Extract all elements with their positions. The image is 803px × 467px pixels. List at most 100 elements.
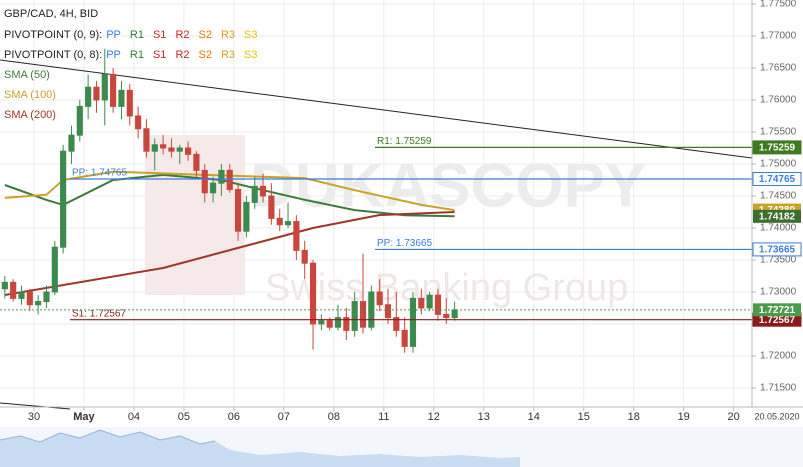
x-tick-label: 04 [128,411,140,423]
y-tick-label: 1.74000 [760,223,797,234]
candle-body [393,317,400,331]
legend-item: SMA (50) [4,69,50,81]
navigator [0,427,803,467]
candle-body [135,115,142,130]
candle-body [185,147,192,155]
candle-body [68,134,75,152]
candle-body [10,281,17,299]
legend-item: PP [106,29,121,41]
candle-body [160,144,167,149]
candle-body [76,105,83,136]
pivot-label: S1: 1.72567 [72,308,126,319]
candle-body [426,294,433,309]
x-tick-label: 30 [28,411,40,423]
price-tag-label: 1.72567 [759,315,796,326]
legend-item: SMA (100) [4,89,56,101]
x-tick-label: 20 [728,411,740,423]
candle-body [443,313,450,319]
navigator-line [0,429,216,445]
legend-item: R3 [221,29,235,41]
pivot-label: PP: 1.74765 [72,168,127,179]
candle-body [301,249,308,264]
candle-body [243,201,250,232]
legend-item: S3 [244,49,257,61]
candle-body [101,73,108,101]
candle-body [226,169,233,191]
candle-body [351,301,358,331]
candle-body [234,189,242,232]
pivot-label: PP: 1.73665 [377,238,432,249]
candle-body [384,304,392,319]
candle-body [401,329,408,347]
x-tick-label: 14 [528,411,540,423]
x-tick-label: 13 [478,411,490,423]
legend: GBP/CAD, 4H, BID PIVOTPOINT (0, 9): PP R1 S… [4,8,258,121]
y-tick-label: 1.77000 [760,31,797,42]
candle-body [451,309,458,319]
candle-body [26,291,33,306]
x-tick-label: 12 [428,411,440,423]
x-tick-label: 06 [228,411,240,423]
candle-body [93,86,100,101]
x-tick-label: 07 [278,411,290,423]
legend-label: PIVOTPOINT (0, 8): [4,49,102,61]
y-tick-label: 1.76500 [760,63,797,74]
candle-body [218,169,225,184]
candle-body [268,195,275,219]
price-tag [752,242,802,257]
candle-body [293,221,300,251]
candle-body [251,185,258,203]
candle-body [359,301,367,328]
candle-body [193,153,200,171]
candle-body [376,291,383,306]
y-tick-label: 1.73500 [760,255,797,266]
legend-item: S1 [153,49,166,61]
axes: 1.715001.720001.725001.730001.735001.740… [28,0,802,423]
y-tick-label: 1.75500 [760,127,797,138]
candle-body [143,128,150,152]
x-tick-label: 15 [578,411,590,423]
candle-body [276,217,283,226]
candle-body [51,246,58,293]
price-tag-label: 1.72721 [759,305,796,316]
x-tick-label: 19 [678,411,690,423]
candle-body [201,169,208,194]
candle-body [110,73,117,107]
navigator-area [0,430,520,467]
x-tick-label: 18 [628,411,640,423]
candle-body [18,291,25,299]
price-tag [753,303,801,317]
legend-item: R2 [175,49,189,61]
y-tick-label: 1.75000 [760,159,797,170]
legend-item: R1 [130,49,144,61]
candle-body [168,147,175,152]
candle-body [209,182,217,194]
x-tick-label: 11 [378,411,389,423]
legend-item: S2 [199,49,212,61]
legend-item: PP [106,49,121,61]
candle-body [1,281,8,290]
y-tick-label: 1.74500 [760,191,797,202]
price-tag-label: 1.73665 [759,245,796,256]
candle-body [126,89,133,117]
legend-label: PIVOTPOINT (0, 9): [4,29,102,41]
x-tick-label: 05 [178,411,190,423]
price-tag [752,172,802,187]
date-label: 20.05.2020 [754,411,799,421]
y-tick-label: 1.77500 [760,0,797,10]
price-tag [752,140,802,155]
candle-body [176,147,183,152]
candle-body [409,297,417,347]
candle-body [85,86,92,107]
sma-line [4,211,455,296]
candle-body [284,221,292,226]
candle-body [318,320,325,325]
y-tick-label: 1.76000 [760,95,797,106]
plot-area: R1: 1.75259 PP: 1.74765 PP: 1.73665 S1: 1.7… [0,48,752,353]
candle-body [151,144,158,152]
x-tick-label: 08 [328,411,340,423]
candle-body [343,317,350,331]
y-tick-label: 1.73000 [760,287,797,298]
candle-body [43,291,50,303]
